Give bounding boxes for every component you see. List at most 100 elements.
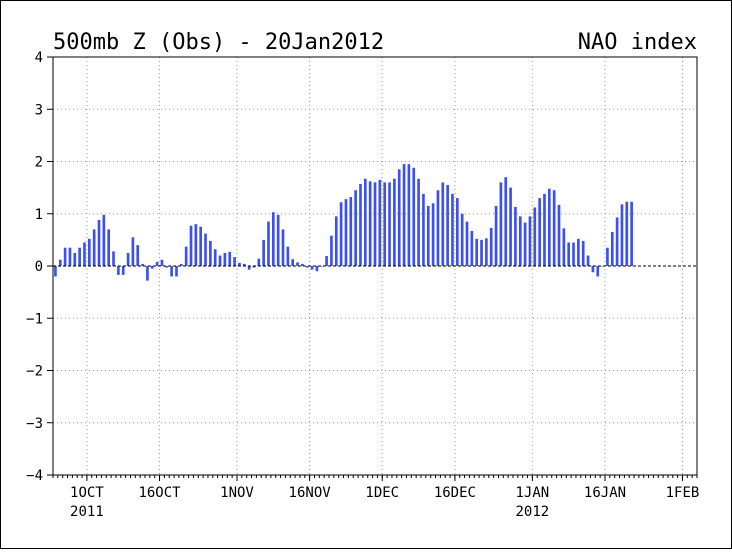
bar [281, 229, 285, 266]
bar [296, 262, 299, 266]
bar [286, 246, 290, 266]
bar [63, 247, 67, 266]
bar [301, 263, 304, 266]
bar [562, 228, 566, 266]
bar [165, 266, 169, 268]
chart-title: 500mb Z (Obs) - 20Jan2012 [53, 30, 384, 55]
bar [160, 259, 164, 266]
bar [83, 242, 86, 266]
bar [257, 258, 261, 266]
bar [136, 245, 140, 266]
bar [73, 252, 77, 266]
bar [373, 182, 377, 266]
x-tick-label: 1OCT [70, 485, 104, 501]
bar [320, 266, 324, 267]
bar [441, 182, 445, 266]
bar [107, 229, 111, 266]
bar [417, 178, 420, 266]
bar [325, 256, 328, 266]
bar [97, 220, 101, 266]
bar [213, 249, 217, 266]
x-tick-label: 1NOV [220, 485, 254, 501]
bar [155, 261, 159, 266]
bar [480, 239, 483, 266]
bar [465, 221, 469, 266]
bar [397, 169, 401, 266]
x-tick-year-label: 2012 [516, 504, 550, 520]
bar [518, 216, 522, 266]
bar [363, 178, 367, 266]
bar [252, 266, 256, 268]
bar [601, 266, 604, 267]
bar [271, 212, 275, 266]
y-tick-label: −3 [26, 416, 43, 432]
bar [267, 221, 270, 266]
bar [194, 224, 198, 266]
bar [334, 216, 338, 266]
x-tick-label: 1DEC [365, 485, 399, 501]
bar [577, 238, 580, 266]
bar [630, 201, 633, 266]
x-tick-year-label: 2011 [70, 504, 104, 520]
bar [557, 204, 561, 266]
bar [223, 252, 227, 266]
bar [315, 266, 319, 272]
bar [446, 185, 449, 266]
bar [504, 177, 508, 266]
bar [184, 246, 188, 266]
bar [625, 201, 629, 266]
bar [291, 259, 295, 266]
bar [218, 255, 222, 266]
bar [431, 203, 435, 266]
bar [499, 182, 503, 266]
bar [339, 202, 343, 266]
bar [276, 214, 280, 266]
bar [146, 266, 149, 281]
bar [422, 193, 425, 266]
bar [451, 193, 454, 266]
x-tick-label: 16OCT [138, 485, 181, 501]
bar [402, 164, 406, 266]
bar [383, 182, 387, 266]
bar [586, 255, 590, 266]
bar [436, 190, 440, 266]
bar [175, 266, 178, 277]
bar [533, 207, 537, 266]
bar [204, 233, 207, 266]
bar [228, 251, 232, 266]
x-tick-label: 1JAN [516, 485, 550, 501]
y-tick-label: 4 [35, 50, 43, 66]
x-tick-label: 1FEB [666, 485, 700, 501]
bar [179, 263, 183, 266]
bar [117, 266, 120, 275]
y-tick-label: −1 [26, 311, 43, 327]
chart-subtitle: NAO index [578, 30, 697, 55]
bar [426, 205, 430, 266]
bar [78, 247, 81, 266]
x-tick-labels: 1OCT 2011 16OCT 1NOV 16NOV 1DEC 16DEC 1JAN 2012 1… [70, 485, 699, 520]
bar [407, 164, 411, 266]
bar [591, 266, 595, 273]
bar [359, 183, 362, 266]
bar [412, 167, 416, 266]
bar [615, 217, 619, 266]
bar [485, 238, 488, 266]
bar [126, 252, 130, 266]
bar [509, 187, 512, 266]
y-tick-label: 0 [35, 259, 43, 275]
bar [388, 182, 391, 266]
bar [141, 263, 144, 266]
y-tick-labels: 4 3 2 1 0 −1 −2 −3 −4 [26, 50, 43, 484]
y-tick-label: 1 [35, 207, 43, 223]
bar [68, 247, 72, 266]
bar [354, 190, 357, 266]
bar [349, 197, 353, 266]
bar [494, 205, 498, 266]
bar [475, 238, 479, 266]
bar [528, 216, 532, 266]
bar [305, 266, 309, 268]
bar [581, 240, 585, 266]
